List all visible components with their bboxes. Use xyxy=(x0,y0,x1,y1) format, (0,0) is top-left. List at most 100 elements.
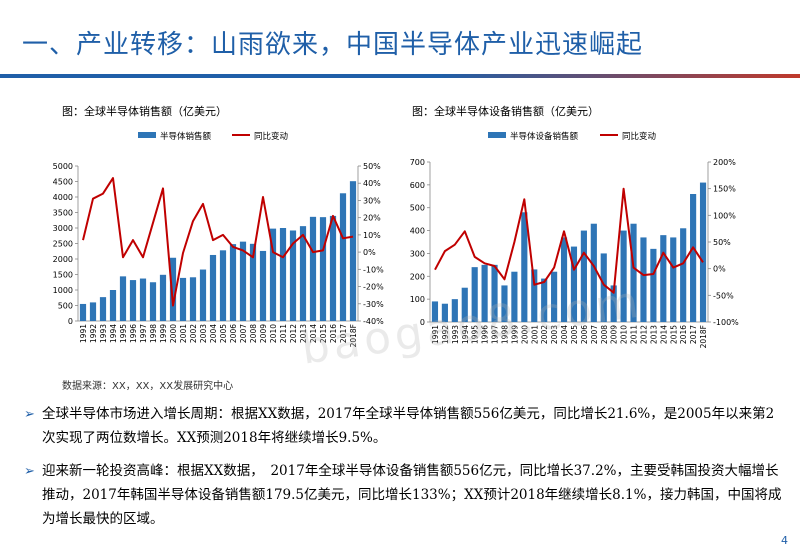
bar xyxy=(239,241,247,321)
right-tick-label: 50% xyxy=(363,162,381,171)
x-tick-label: 1991 xyxy=(431,325,440,344)
bar xyxy=(441,303,448,322)
bar xyxy=(640,237,647,322)
x-tick-label: 2001 xyxy=(530,325,539,344)
x-tick-label: 2015 xyxy=(669,325,678,344)
chart-title-sales: 图：全球半导体销售额（亿美元） xyxy=(62,105,227,118)
legend-bar-swatch xyxy=(488,132,506,138)
left-tick-label: 600 xyxy=(410,181,425,190)
bar xyxy=(471,267,478,322)
bar xyxy=(531,269,538,322)
x-tick-label: 1996 xyxy=(129,324,138,343)
bar xyxy=(229,244,237,321)
right-tick-label: 100% xyxy=(713,211,736,220)
bullet-investment-peak: ➢ 迎来新一轮投资高峰：根据XX数据， 2017年全球半导体设备销售额556亿元… xyxy=(24,459,782,531)
x-tick-label: 2002 xyxy=(540,325,549,344)
x-tick-label: 2009 xyxy=(259,324,268,343)
x-tick-label: 2014 xyxy=(659,325,668,344)
left-tick-label: 4500 xyxy=(53,178,73,187)
x-tick-label: 1997 xyxy=(139,324,148,343)
left-tick-label: 1500 xyxy=(53,271,73,280)
x-tick-label: 2011 xyxy=(279,324,288,343)
left-tick-label: 2000 xyxy=(53,255,73,264)
right-tick-label: -100% xyxy=(713,318,739,327)
right-tick-label: 150% xyxy=(713,185,736,194)
x-tick-label: 2005 xyxy=(219,324,228,343)
bar xyxy=(319,217,327,321)
bar xyxy=(259,250,267,321)
right-tick-label: 20% xyxy=(363,214,381,223)
right-tick-label: 30% xyxy=(363,196,381,205)
x-tick-label: 2000 xyxy=(169,324,178,343)
right-tick-label: -30% xyxy=(363,300,384,309)
x-tick-label: 1994 xyxy=(109,324,118,343)
bar xyxy=(309,216,317,321)
right-tick-label: 200% xyxy=(713,158,736,167)
x-tick-label: 2004 xyxy=(560,325,569,344)
bar xyxy=(670,237,677,322)
x-tick-label: 1999 xyxy=(159,324,168,343)
x-tick-label: 2003 xyxy=(550,325,559,344)
bar xyxy=(650,248,657,322)
x-tick-label: 1998 xyxy=(149,324,158,343)
right-tick-label: 40% xyxy=(363,179,381,188)
bar xyxy=(139,278,147,321)
bar xyxy=(570,246,578,322)
x-tick-label: 2002 xyxy=(189,324,198,343)
bar xyxy=(521,212,528,322)
right-tick-label: 0% xyxy=(713,265,726,274)
x-tick-label: 1993 xyxy=(451,325,460,344)
x-tick-label: 2001 xyxy=(179,324,188,343)
x-tick-label: 2016 xyxy=(679,325,688,344)
chart-title-equipment: 图：全球半导体设备销售额（亿美元） xyxy=(412,105,599,118)
legend-bar-label: 半导体设备销售额 xyxy=(510,131,579,142)
bar xyxy=(249,243,257,321)
bar xyxy=(481,264,488,322)
left-tick-label: 0 xyxy=(68,317,73,326)
x-tick-label: 2017 xyxy=(689,325,698,344)
x-tick-label: 2013 xyxy=(649,325,658,344)
bar xyxy=(219,250,227,321)
bar xyxy=(269,228,277,321)
title-divider xyxy=(0,74,800,78)
legend-line-label: 同比变动 xyxy=(622,131,657,142)
right-tick-label: -10% xyxy=(363,265,384,274)
x-tick-label: 2011 xyxy=(630,325,639,344)
right-tick-label: 10% xyxy=(363,231,381,240)
bar xyxy=(209,254,217,321)
left-tick-label: 0 xyxy=(420,318,425,327)
bar xyxy=(461,287,468,322)
left-tick-label: 4000 xyxy=(53,193,73,202)
legend-bar-swatch xyxy=(138,132,156,138)
left-tick-label: 200 xyxy=(410,272,425,281)
x-tick-label: 2014 xyxy=(309,324,318,343)
bar xyxy=(89,302,97,321)
x-tick-label: 1992 xyxy=(89,324,98,343)
left-tick-label: 2500 xyxy=(53,240,73,249)
x-tick-label: 1996 xyxy=(481,325,490,344)
bar xyxy=(600,253,607,322)
x-tick-label: 2007 xyxy=(590,325,599,344)
left-tick-label: 500 xyxy=(58,302,73,311)
bar xyxy=(99,297,107,321)
bar xyxy=(79,303,87,321)
x-tick-label: 2018F xyxy=(699,325,708,348)
x-tick-label: 1992 xyxy=(441,325,450,344)
bar xyxy=(189,277,197,321)
x-tick-label: 2003 xyxy=(199,324,208,343)
bar xyxy=(109,290,117,321)
page-title: 一、产业转移：山雨欲来，中国半导体产业迅速崛起 xyxy=(22,30,644,60)
bar xyxy=(129,280,137,321)
right-tick-label: 50% xyxy=(713,238,731,247)
bullet-market-growth: ➢ 全球半导体市场进入增长周期：根据XX数据，2017年全球半导体销售额556亿… xyxy=(24,402,782,450)
x-tick-label: 2015 xyxy=(319,324,328,343)
bar xyxy=(501,285,508,322)
right-tick-label: -40% xyxy=(363,317,384,326)
bar xyxy=(289,230,297,321)
bar xyxy=(541,278,548,322)
yoy-change-line xyxy=(82,177,354,307)
x-tick-label: 2010 xyxy=(269,324,278,343)
left-tick-label: 500 xyxy=(410,204,425,213)
x-tick-label: 2012 xyxy=(289,324,298,343)
bar xyxy=(620,230,627,322)
